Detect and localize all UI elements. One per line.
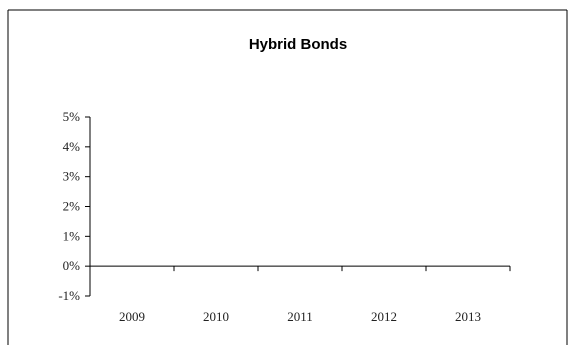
x-tick-label: 2010 <box>203 309 229 324</box>
y-tick-label: 1% <box>63 228 81 243</box>
y-tick-label: 0% <box>63 258 81 273</box>
plot-area: 5% 4% 3% 2% 1% 0% -1% 2009 2010 2011 2012 2013 <box>58 109 511 324</box>
chart-title: Hybrid Bonds <box>249 36 347 53</box>
y-tick-label: 3% <box>63 169 81 184</box>
y-tick-label: 5% <box>63 109 81 124</box>
y-tick-label: -1% <box>58 288 80 303</box>
x-tick-label: 2012 <box>371 309 397 324</box>
y-tick-label: 4% <box>63 139 81 154</box>
y-tick-label: 2% <box>63 199 81 214</box>
x-tick-label: 2009 <box>119 309 145 324</box>
x-tick-label: 2011 <box>287 309 313 324</box>
x-tick-label: 2013 <box>455 309 481 324</box>
